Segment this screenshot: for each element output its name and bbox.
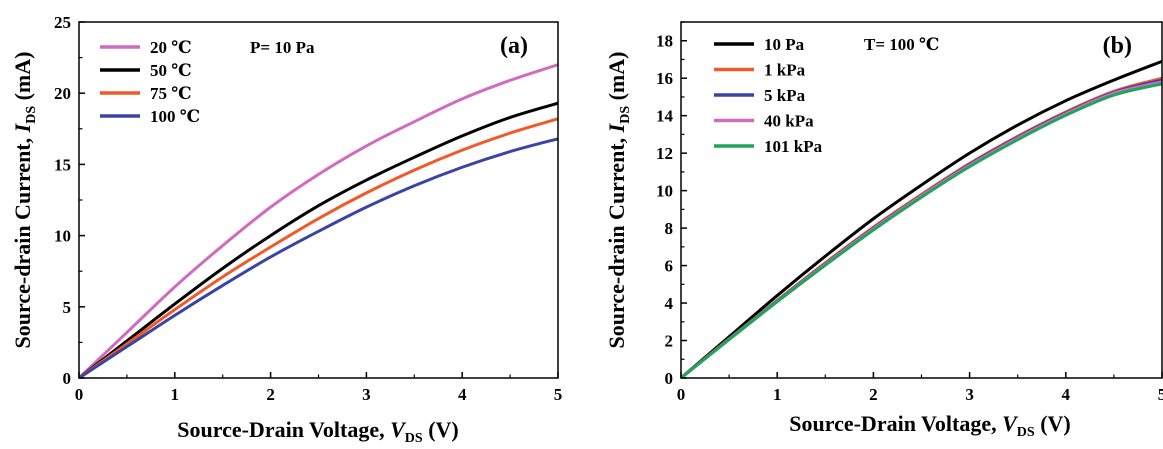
y-tick-label: 0 (665, 369, 674, 388)
series-line (79, 63, 558, 378)
x-axis-title: Source-Drain Voltage, VDS (V) (789, 411, 1071, 440)
y-tick-label: 12 (656, 144, 673, 163)
x-tick-label: 5 (1158, 385, 1163, 404)
x-tick-label: 1 (171, 385, 180, 404)
x-axis-title: Source-Drain Voltage, VDS (V) (177, 417, 459, 446)
legend-label: 20 ℃ (150, 38, 192, 57)
x-axis-title-unit: (V) (423, 417, 459, 442)
series-line (79, 137, 558, 378)
y-axis-title: Source-drain Current, IDS (mA) (604, 52, 633, 349)
legend-label: 1 kPa (764, 61, 806, 80)
y-axis-title-unit: (mA) (10, 52, 35, 106)
x-tick-label: 3 (362, 385, 371, 404)
y-axis-title: Source-drain Current, IDS (mA) (10, 52, 39, 349)
legend: 10 Pa 1 kPa 5 kPa 40 kPa 101 kPa (714, 35, 823, 156)
panel-label: (b) (1103, 33, 1132, 59)
series-line (79, 117, 558, 378)
y-axis-title-main: Source-drain Current, (604, 132, 629, 348)
x-tick-label: 3 (965, 385, 974, 404)
x-axis-title-var: V (390, 417, 407, 442)
legend-label: 75 ℃ (150, 84, 192, 103)
y-axis-title-main: Source-drain Current, (10, 132, 35, 348)
series-group (79, 63, 558, 378)
x-tick-label: 2 (266, 385, 275, 404)
y-tick-label: 2 (665, 332, 674, 351)
y-axis-title-var: I (604, 122, 629, 133)
plot-frame (680, 21, 1163, 379)
legend: 20 ℃ 50 ℃ 75 ℃ 100 ℃ (100, 38, 200, 126)
x-axis-title-main: Source-Drain Voltage, (789, 411, 1002, 436)
y-tick-label: 5 (63, 298, 72, 317)
y-axis-title-sub: DS (24, 106, 39, 124)
series-line (681, 82, 1162, 378)
y-tick-label: 10 (54, 227, 71, 246)
legend-label: 50 ℃ (150, 61, 192, 80)
legend-label: 100 ℃ (150, 107, 200, 126)
y-axis-title-var: I (10, 122, 35, 133)
x-tick-label: 5 (554, 385, 563, 404)
y-tick-label: 18 (656, 32, 673, 51)
condition-label: T= 100 ℃ (864, 35, 939, 54)
x-tick-label: 1 (773, 385, 782, 404)
series-line (681, 59, 1162, 378)
y-tick-label: 16 (656, 69, 673, 88)
condition-label: P= 10 Pa (250, 38, 315, 57)
y-axis-title-unit: (mA) (604, 52, 629, 106)
x-tick-label: 4 (458, 385, 467, 404)
legend-label: 40 kPa (764, 112, 814, 131)
x-axis-title-main: Source-Drain Voltage, (177, 417, 390, 442)
panel-label: (a) (500, 33, 528, 59)
x-tick-label: 2 (869, 385, 878, 404)
series-line (681, 78, 1162, 378)
x-axis-title-sub: DS (1017, 425, 1035, 440)
series-line (79, 101, 558, 378)
x-axis-title-sub: DS (405, 431, 423, 446)
y-tick-label: 4 (665, 294, 674, 313)
y-tick-label: 20 (54, 84, 71, 103)
y-axis-title-sub: DS (618, 106, 633, 124)
x-tick-label: 0 (677, 385, 686, 404)
series-line (681, 80, 1162, 378)
legend-label: 10 Pa (764, 35, 805, 54)
x-axis-title-unit: (V) (1035, 411, 1071, 436)
legend-label: 5 kPa (764, 86, 806, 105)
x-axis-title-var: V (1002, 411, 1019, 436)
y-tick-label: 6 (665, 257, 674, 276)
series-group (681, 59, 1162, 378)
series-line (681, 76, 1162, 378)
y-tick-label: 15 (54, 155, 71, 174)
legend-label: 101 kPa (764, 137, 823, 156)
x-tick-label: 0 (75, 385, 84, 404)
y-tick-label: 8 (665, 219, 674, 238)
y-tick-label: 0 (63, 369, 72, 388)
y-tick-label: 14 (656, 107, 674, 126)
x-tick-label: 4 (1062, 385, 1071, 404)
y-tick-label: 25 (54, 13, 71, 32)
y-tick-label: 10 (656, 182, 673, 201)
